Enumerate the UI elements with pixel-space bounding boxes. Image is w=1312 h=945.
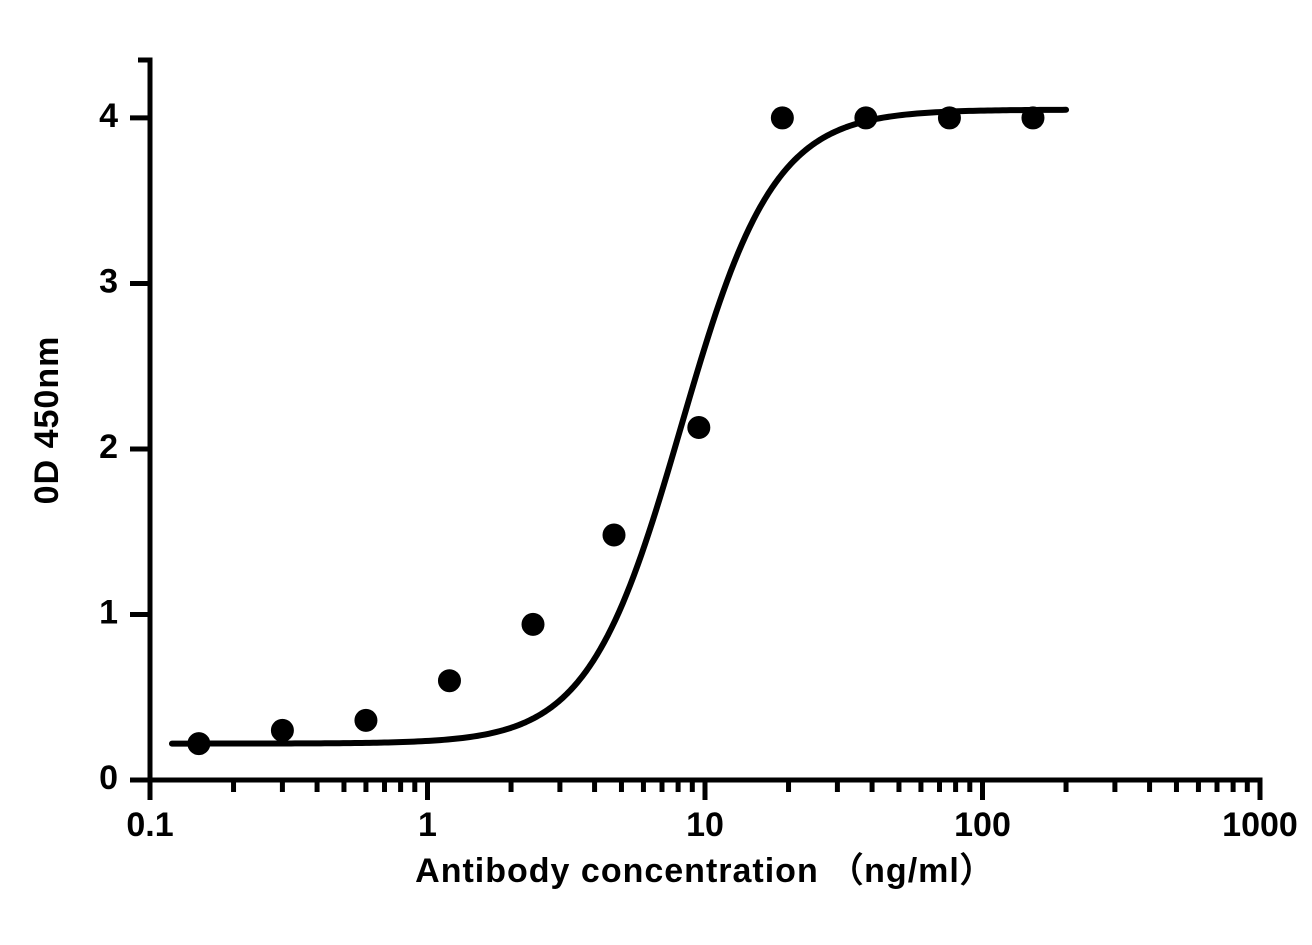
x-tick-label: 0.1: [126, 806, 173, 844]
data-point: [603, 524, 625, 546]
data-point: [355, 709, 377, 731]
chart-container: 0 1 2 3 4 0.1 1 10 100 1000 Antibody concentratio…: [0, 0, 1312, 945]
x-tick-label: 100: [954, 806, 1011, 844]
y-tick-label: 4: [99, 97, 118, 135]
x-axis-label: Antibody concentration （ng/ml）: [415, 851, 995, 890]
data-point: [438, 670, 460, 692]
data-point: [271, 719, 293, 741]
data-point: [522, 613, 544, 635]
x-tick-label: 10: [686, 806, 724, 844]
chart-background: [0, 0, 1312, 945]
data-point: [771, 107, 793, 129]
y-tick-label: 0: [99, 759, 118, 797]
dose-response-chart: 0 1 2 3 4 0.1 1 10 100 1000 Antibody concentratio…: [0, 0, 1312, 945]
data-point: [688, 416, 710, 438]
data-point: [938, 107, 960, 129]
x-tick-label: 1000: [1222, 806, 1298, 844]
data-point: [855, 107, 877, 129]
x-tick-label: 1: [418, 806, 437, 844]
data-point: [1022, 107, 1044, 129]
y-axis-label: 0D 450nm: [28, 336, 66, 505]
data-point: [188, 733, 210, 755]
y-tick-label: 3: [99, 262, 118, 300]
y-tick-label: 1: [99, 593, 118, 631]
y-tick-label: 2: [99, 428, 118, 466]
